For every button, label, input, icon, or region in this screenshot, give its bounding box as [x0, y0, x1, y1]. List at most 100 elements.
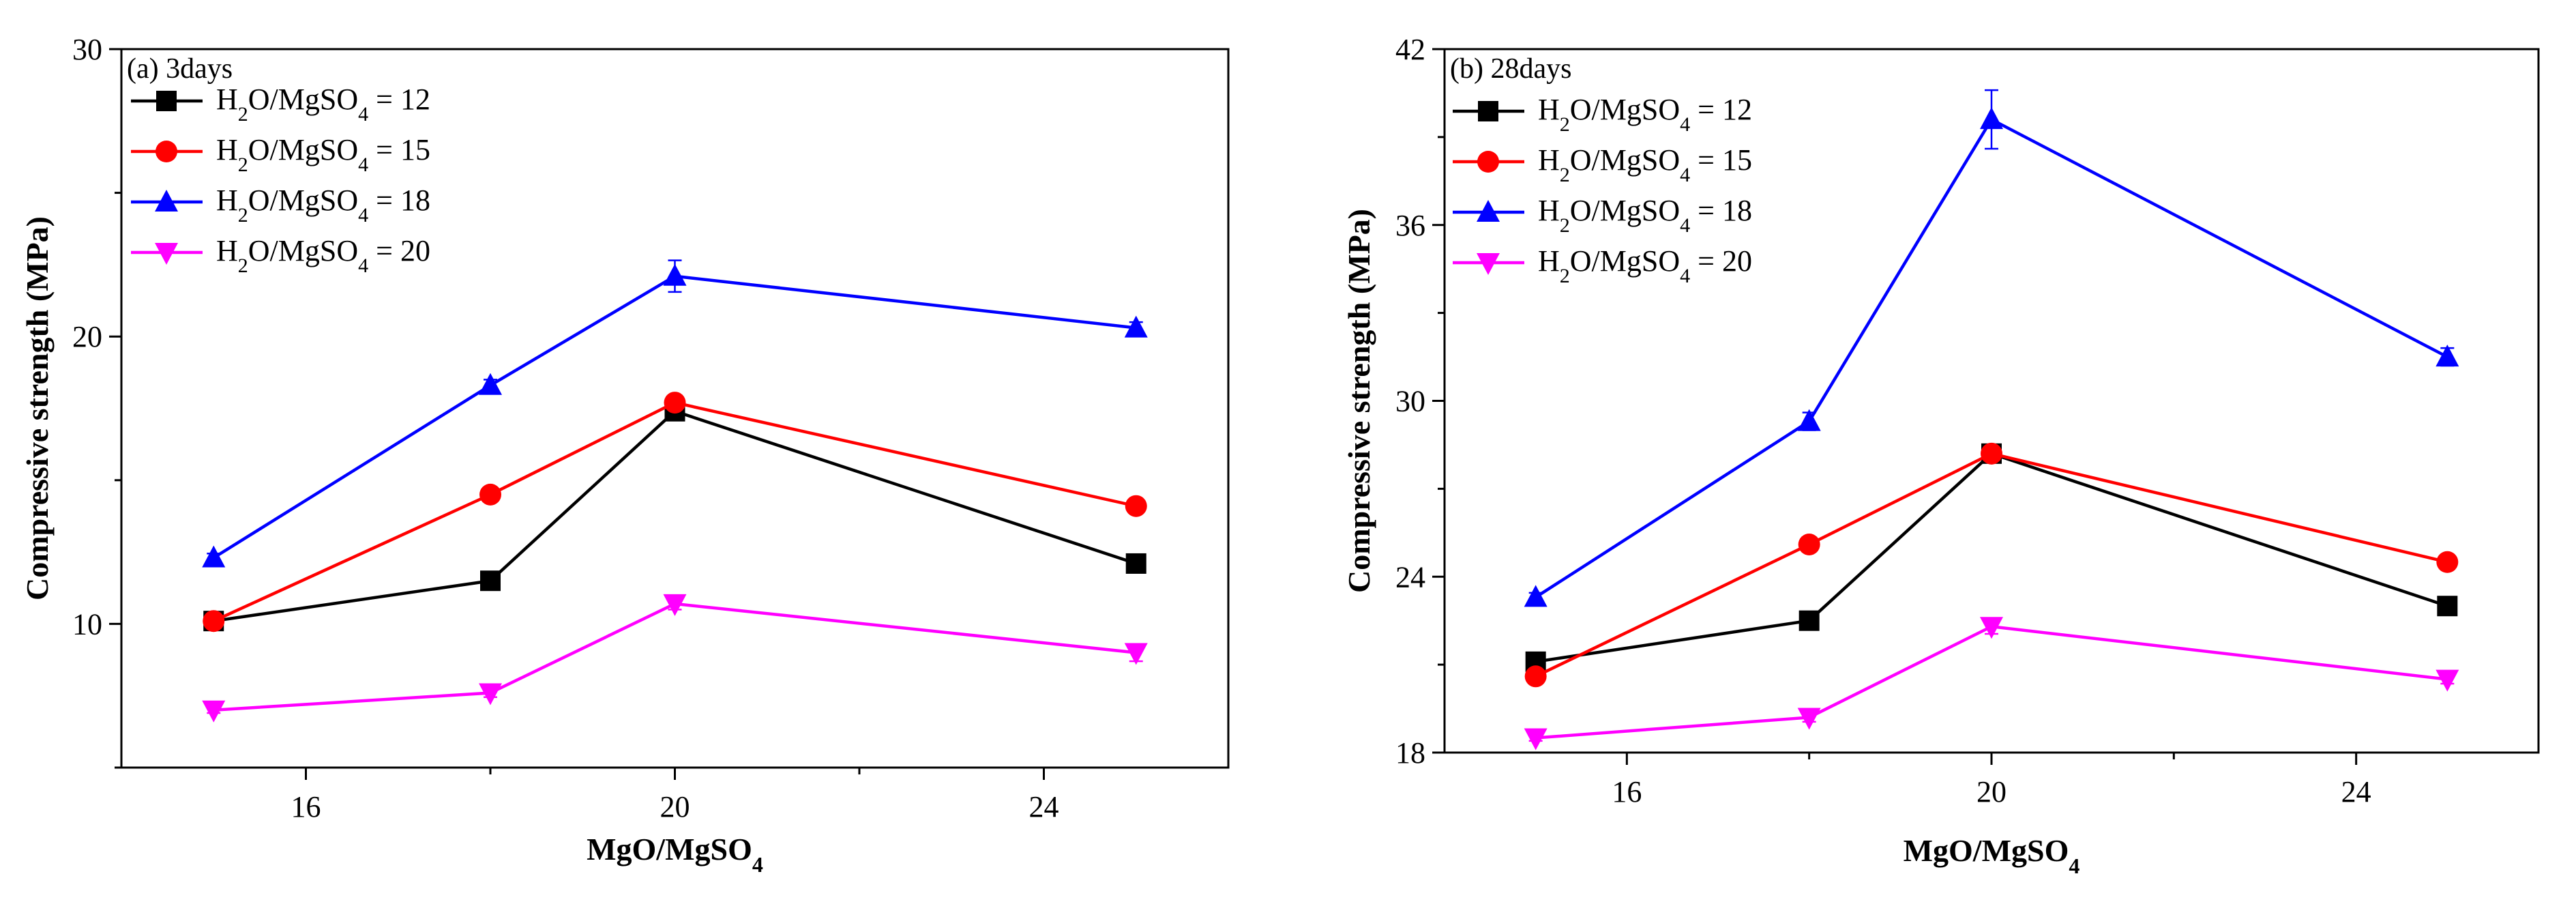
series-3 — [202, 259, 1148, 568]
legend-label-label-mid: O/MgSO — [1570, 93, 1680, 126]
legend-label-label-post: = 15 — [1690, 143, 1752, 177]
legend-label: H2O/MgSO4 = 20 — [1538, 244, 1752, 287]
series-4 — [202, 594, 1148, 723]
legend-marker — [156, 141, 177, 162]
legend-label-label-mid: O/MgSO — [1570, 194, 1680, 227]
series-3 — [1524, 89, 2459, 607]
data-point — [1125, 495, 1147, 517]
legend-label-label-pre: H — [1538, 143, 1560, 177]
legend-label-label-post: = 18 — [368, 184, 430, 217]
data-point — [479, 683, 502, 705]
data-point — [1798, 533, 1820, 555]
series-line — [1535, 452, 2448, 678]
series-line — [213, 401, 1137, 623]
legend-label-label-sub1: 2 — [1560, 164, 1570, 186]
legend-entry-4: H2O/MgSO4 = 20 — [1453, 244, 1752, 287]
legend-label: H2O/MgSO4 = 15 — [216, 133, 430, 176]
y-tick-label: 36 — [1395, 209, 1425, 242]
series-line — [213, 409, 1137, 623]
legend-entry-1: H2O/MgSO4 = 12 — [1453, 93, 1752, 136]
data-point — [663, 263, 687, 286]
y-axis-title: Compressive strength (MPa) — [1342, 209, 1376, 593]
legend-label-label-pre: H — [216, 184, 238, 217]
legend-label-label-sub1: 2 — [238, 154, 248, 176]
x-tick-label: 20 — [660, 790, 690, 824]
legend-label: H2O/MgSO4 = 15 — [1538, 143, 1752, 186]
data-point — [1524, 585, 1548, 607]
data-point — [2437, 596, 2458, 617]
legend-label-label-mid: O/MgSO — [1570, 143, 1680, 177]
series-line — [213, 602, 1136, 712]
legend-label-label-post: = 20 — [368, 234, 430, 267]
y-tick-label: 18 — [1395, 736, 1425, 770]
legend-label-label-post: = 15 — [368, 133, 430, 166]
legend-entry-2: H2O/MgSO4 = 15 — [131, 133, 430, 176]
x-tick-label: 24 — [2341, 775, 2371, 809]
legend-marker — [155, 243, 178, 265]
x-axis-title-main: MgO/MgSO — [587, 832, 752, 867]
series-2 — [1524, 442, 2459, 688]
data-point — [1797, 409, 1821, 431]
x-axis-title: MgO/MgSO4 — [1904, 833, 2080, 878]
data-point — [202, 700, 226, 723]
series-line — [213, 274, 1137, 559]
legend-label-label-mid: O/MgSO — [248, 83, 358, 116]
data-point — [2436, 345, 2459, 367]
legend-label-label-post: = 20 — [1690, 244, 1752, 278]
legend-entry-3: H2O/MgSO4 = 18 — [131, 184, 430, 227]
legend-label-label-post: = 12 — [368, 83, 430, 116]
x-axis-title-sub: 4 — [2069, 854, 2079, 878]
y-tick-label: 30 — [72, 33, 102, 66]
data-point — [479, 373, 502, 395]
data-point — [1981, 442, 2002, 465]
legend-label-label-sub2: 4 — [1680, 113, 1690, 136]
data-point — [2436, 551, 2459, 573]
data-point — [1797, 708, 1821, 730]
y-tick-label: 10 — [72, 607, 102, 641]
legend-label: H2O/MgSO4 = 12 — [216, 83, 430, 126]
legend-label-label-sub1: 2 — [1560, 265, 1570, 287]
legend-marker — [1477, 200, 1500, 222]
legend-label-label-sub2: 4 — [358, 103, 368, 126]
series-line — [1535, 117, 2448, 599]
series-4 — [1524, 617, 2459, 751]
legend-label-label-sub2: 4 — [1680, 164, 1690, 186]
legend-label-label-mid: O/MgSO — [248, 133, 358, 166]
y-axis-title: Compressive strength (MPa) — [20, 216, 55, 600]
legend-label-label-sub2: 4 — [358, 204, 368, 227]
legend-marker — [1477, 253, 1500, 275]
series-2 — [203, 392, 1147, 632]
data-point — [1524, 728, 1548, 751]
legend-label-label-sub1: 2 — [238, 204, 248, 227]
data-point — [1124, 643, 1148, 665]
panel-label: (a) 3days — [127, 53, 233, 85]
legend-label-label-pre: H — [216, 133, 238, 166]
data-point — [664, 392, 686, 414]
data-point — [203, 610, 225, 632]
data-point — [1524, 665, 1547, 688]
y-tick-label: 20 — [72, 320, 102, 353]
legend-label: H2O/MgSO4 = 18 — [1538, 194, 1752, 237]
x-tick-label: 24 — [1029, 790, 1059, 824]
legend-entry-1: H2O/MgSO4 = 12 — [131, 83, 430, 126]
data-point — [1798, 610, 1820, 631]
legend-marker — [156, 91, 177, 111]
y-tick-label: 24 — [1395, 560, 1425, 594]
legend-label-label-pre: H — [1538, 93, 1560, 126]
legend-entry-2: H2O/MgSO4 = 15 — [1453, 143, 1752, 186]
y-tick-label: 42 — [1395, 33, 1425, 66]
legend-label-label-pre: H — [1538, 194, 1560, 227]
y-tick-label: 30 — [1395, 385, 1425, 418]
legend-marker — [1478, 101, 1498, 121]
panel-label: (b) 28days — [1450, 53, 1571, 85]
data-point — [1980, 107, 2003, 130]
series-line — [1535, 624, 2448, 740]
x-tick-label: 16 — [291, 790, 321, 824]
legend-label-label-sub2: 4 — [358, 154, 368, 176]
x-axis-title-main: MgO/MgSO — [1904, 833, 2069, 868]
legend-marker — [155, 190, 178, 212]
legend-label-label-sub2: 4 — [1680, 214, 1690, 237]
